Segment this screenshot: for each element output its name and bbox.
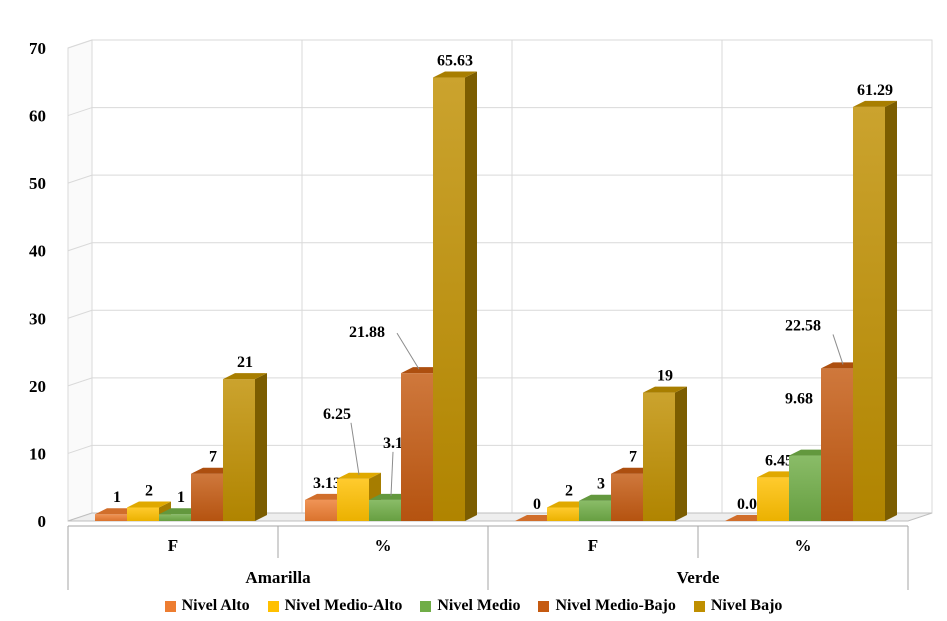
bar-top <box>643 386 687 393</box>
legend-item: Nivel Medio-Bajo <box>538 597 676 615</box>
gridline <box>67 377 932 387</box>
label-leader-line <box>396 332 420 370</box>
gridline <box>67 39 932 49</box>
y-tick-label: 40 <box>29 242 46 261</box>
bar-front <box>643 392 675 521</box>
data-label: 7 <box>209 449 217 466</box>
bar <box>433 71 477 521</box>
bar <box>853 100 897 522</box>
gridline <box>67 309 932 319</box>
data-label: 65.63 <box>437 53 473 70</box>
bar-top <box>337 472 381 479</box>
bar-front <box>159 514 191 521</box>
bar-front <box>305 499 337 521</box>
bar-front <box>369 499 401 521</box>
data-label: 2 <box>145 482 153 499</box>
data-label: 21 <box>237 354 253 371</box>
data-label: 0 <box>533 496 541 513</box>
legend-swatch <box>538 600 550 612</box>
x-category-label: F <box>168 536 178 555</box>
bar-top <box>433 71 477 78</box>
legend-label: Nivel Medio <box>437 597 521 614</box>
data-label: 1 <box>113 489 121 506</box>
data-label: 3.13 <box>313 475 341 492</box>
y-tick-label: 60 <box>29 107 46 126</box>
bar <box>127 501 171 521</box>
bar-top <box>853 100 897 107</box>
data-label: 1 <box>177 489 185 506</box>
gridline <box>67 107 932 117</box>
bar-front <box>433 77 465 521</box>
y-tick-label: 0 <box>38 512 47 531</box>
gridline <box>67 242 932 252</box>
bar-front <box>223 379 255 521</box>
legend-item: Nivel Alto <box>164 597 250 615</box>
bar <box>223 373 267 521</box>
data-label: 9.68 <box>785 391 813 408</box>
label-leader-line <box>390 451 394 496</box>
legend-label: Nivel Medio-Alto <box>284 597 403 614</box>
legend-label: Nivel Bajo <box>710 597 783 614</box>
gridline <box>67 174 932 184</box>
legend-swatch <box>693 600 705 612</box>
y-tick-label: 10 <box>29 444 46 463</box>
legend-swatch <box>420 600 432 612</box>
label-leader-line <box>832 334 844 365</box>
bar-front <box>401 373 433 521</box>
data-label: 22.58 <box>785 317 821 334</box>
y-tick-label: 70 <box>29 39 46 58</box>
legend-item: Nivel Bajo <box>693 597 783 615</box>
bar-front <box>191 473 223 521</box>
x-category-label: F <box>588 536 598 555</box>
bar <box>643 386 687 521</box>
bar-front <box>611 473 643 521</box>
bar-side <box>885 100 897 522</box>
bar-front <box>789 455 821 521</box>
data-label: 7 <box>629 449 637 466</box>
bar-front <box>127 507 159 521</box>
bar-side <box>255 373 267 521</box>
legend-item: Nivel Medio <box>420 597 520 615</box>
bar-side <box>465 71 477 521</box>
y-tick-label: 30 <box>29 309 46 328</box>
data-label: 3 <box>597 476 605 493</box>
data-label: 61.29 <box>857 82 893 99</box>
bar <box>337 472 381 521</box>
x-category-label: % <box>375 536 392 555</box>
legend-swatch <box>267 600 279 612</box>
data-label: 21.88 <box>349 324 385 341</box>
bar-front <box>337 478 369 521</box>
chart-legend: Nivel Alto Nivel Medio-Alto Nivel Medio Niv… <box>0 594 947 618</box>
y-tick-label: 20 <box>29 377 46 396</box>
legend-label: Nivel Medio-Bajo <box>555 597 676 614</box>
bar-front <box>547 507 579 521</box>
bar-front <box>95 514 127 521</box>
legend-label: Nivel Alto <box>181 597 250 614</box>
bar-top <box>127 501 171 508</box>
bar-front <box>579 500 611 521</box>
bar-front <box>821 368 853 521</box>
x-category-label: % <box>795 536 812 555</box>
legend-swatch <box>164 600 176 612</box>
bar-front <box>757 477 789 521</box>
legend-item: Nivel Medio-Alto <box>267 597 403 615</box>
x-group-label: Verde <box>677 568 720 587</box>
bar-side <box>675 386 687 521</box>
side-wall <box>67 39 93 522</box>
data-label: 6.45 <box>765 452 793 469</box>
y-tick-label: 50 <box>29 174 46 193</box>
data-label: 6.25 <box>323 406 351 423</box>
data-label: 19 <box>657 368 673 385</box>
label-leader-line <box>350 422 360 475</box>
bar-front <box>853 106 885 522</box>
bar-top <box>223 373 267 380</box>
x-group-label: Amarilla <box>245 568 311 587</box>
data-label: 2 <box>565 482 573 499</box>
